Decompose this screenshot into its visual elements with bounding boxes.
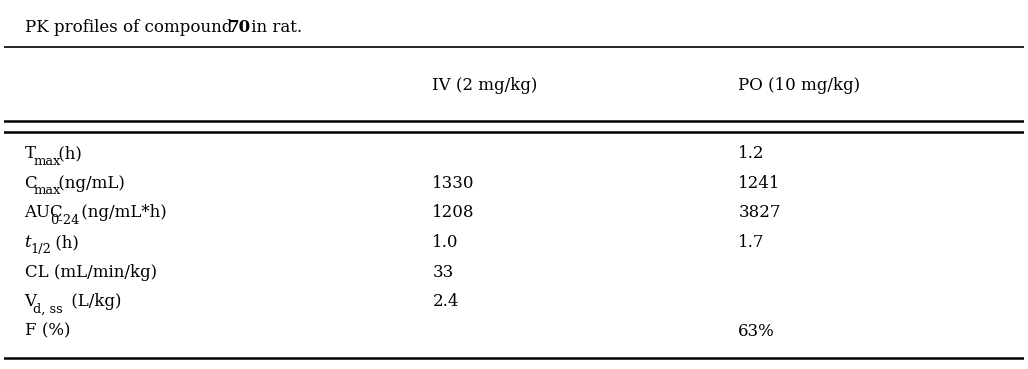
Text: 1/2: 1/2 <box>31 243 51 256</box>
Text: C: C <box>25 175 37 192</box>
Text: T: T <box>25 145 36 162</box>
Text: 2.4: 2.4 <box>433 293 458 310</box>
Text: (ng/mL): (ng/mL) <box>52 175 124 192</box>
Text: in rat.: in rat. <box>247 19 302 36</box>
Text: 70: 70 <box>227 19 251 36</box>
Text: PK profiles of compound: PK profiles of compound <box>25 19 237 36</box>
Text: t: t <box>25 234 31 251</box>
Text: max: max <box>33 184 61 197</box>
Text: 3827: 3827 <box>738 204 781 221</box>
Text: 63%: 63% <box>738 323 775 340</box>
Text: 1.0: 1.0 <box>433 234 458 251</box>
Text: CL (mL/min/kg): CL (mL/min/kg) <box>25 263 156 281</box>
Text: AUC: AUC <box>25 204 63 221</box>
Text: (h): (h) <box>50 234 79 251</box>
Text: F (%): F (%) <box>25 323 70 340</box>
Text: 1241: 1241 <box>738 175 781 192</box>
Text: 1.7: 1.7 <box>738 234 765 251</box>
Text: 1330: 1330 <box>433 175 475 192</box>
Text: d, ss: d, ss <box>33 303 63 315</box>
Text: 1208: 1208 <box>433 204 475 221</box>
Text: max: max <box>33 155 61 168</box>
Text: (ng/mL*h): (ng/mL*h) <box>76 204 168 221</box>
Text: (h): (h) <box>52 145 81 162</box>
Text: V: V <box>25 293 37 310</box>
Text: IV (2 mg/kg): IV (2 mg/kg) <box>433 77 538 94</box>
Text: 33: 33 <box>433 263 453 281</box>
Text: 0-24: 0-24 <box>50 214 79 227</box>
Text: PO (10 mg/kg): PO (10 mg/kg) <box>738 77 860 94</box>
Text: 1.2: 1.2 <box>738 145 765 162</box>
Text: (L/kg): (L/kg) <box>66 293 121 310</box>
